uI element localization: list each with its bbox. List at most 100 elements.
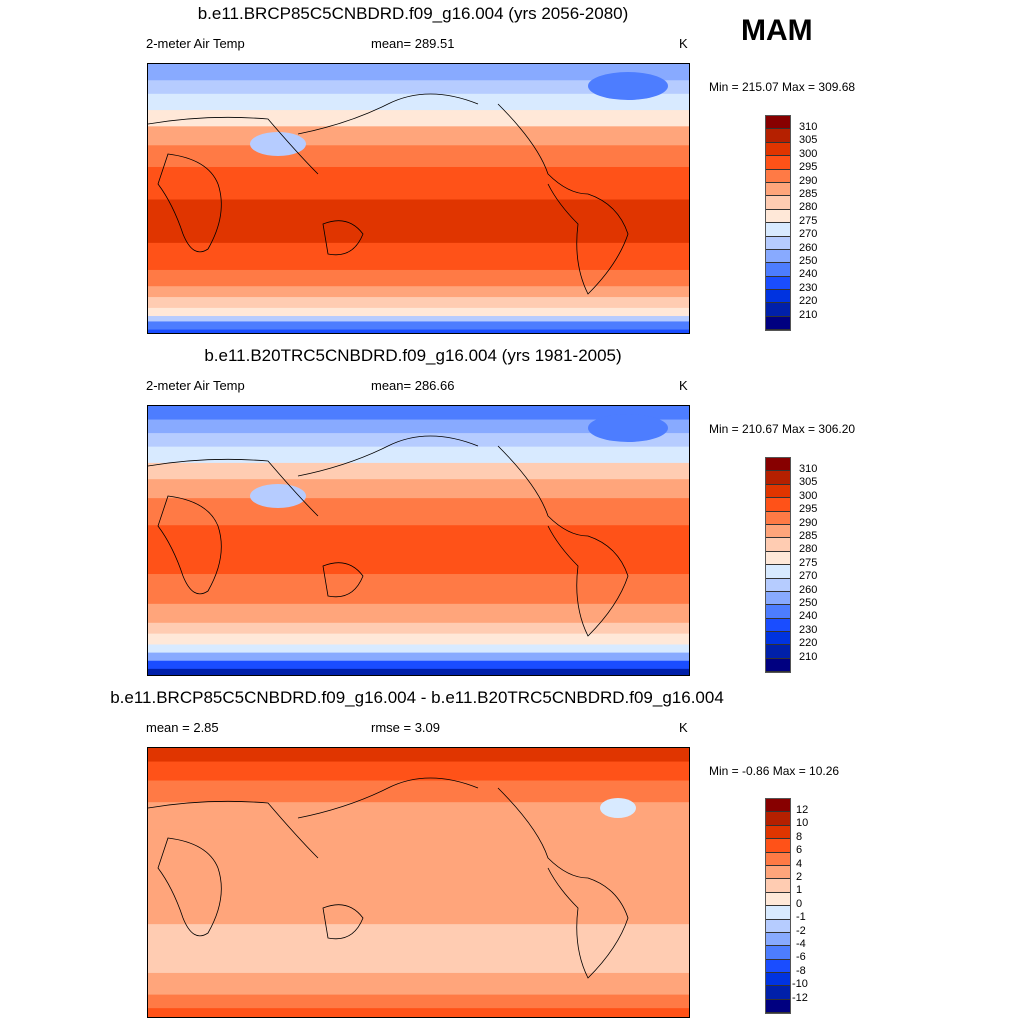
- colorbar: [765, 457, 791, 674]
- colorbar-swatch: [766, 986, 790, 1000]
- contour-band: [148, 652, 689, 662]
- colorbar-swatch: [766, 524, 790, 539]
- panel-title: b.e11.B20TRC5CNBDRD.f09_g16.004 (yrs 198…: [204, 346, 622, 365]
- contour-band: [148, 145, 689, 168]
- colorbar-tick-label: 290: [799, 516, 818, 529]
- colorbar-tick-label: 295: [799, 503, 818, 516]
- colorbar-swatch: [766, 999, 790, 1014]
- colorbar-swatch: [766, 156, 790, 170]
- colorbar-tick-label: 300: [799, 147, 818, 160]
- colorbar-tick-label: -12: [792, 991, 808, 1004]
- colorbar-swatch: [766, 223, 790, 237]
- colorbar-swatch: [766, 812, 790, 826]
- colorbar-swatch: [766, 932, 790, 947]
- tibet-plateau: [250, 132, 306, 156]
- colorbar-tick-label: 295: [799, 161, 818, 174]
- min-max-label: Min = 215.07 Max = 309.68: [709, 80, 856, 94]
- colorbar-tick-label: 230: [799, 623, 818, 636]
- colorbar-swatch: [766, 263, 790, 277]
- colorbar-swatch: [766, 852, 790, 866]
- colorbar-tick-label: 12: [796, 804, 809, 816]
- contour-map: [147, 747, 690, 1018]
- units-label: K: [679, 720, 688, 735]
- colorbar-swatch: [766, 249, 790, 264]
- coastlines: [148, 93, 629, 295]
- colorbar-swatch: [766, 129, 790, 143]
- colorbar-swatch: [766, 551, 790, 566]
- colorbar-tick-label: 0: [796, 897, 803, 910]
- contour-band: [148, 199, 689, 244]
- colorbar-tick-label: 300: [799, 489, 818, 502]
- colorbar-tick-label: 240: [799, 268, 818, 281]
- colorbar-tick-label: 8: [796, 830, 803, 843]
- contour-band: [148, 479, 689, 500]
- contour-band: [148, 406, 689, 421]
- colorbar-tick-label: 250: [799, 255, 818, 267]
- colorbar-tick-label: 275: [799, 556, 818, 569]
- contour-band: [148, 633, 689, 646]
- contour-band: [148, 321, 689, 331]
- contour-band: [148, 297, 689, 309]
- contour-band: [148, 603, 689, 624]
- colorbar-tick-label: -1: [796, 911, 806, 924]
- coastlines: [148, 435, 629, 637]
- colorbar-tick-label: 230: [799, 281, 818, 294]
- colorbar-swatch: [766, 290, 790, 304]
- contour-band: [148, 829, 689, 926]
- colorbar-swatch: [766, 182, 790, 197]
- contour-band: [148, 316, 689, 323]
- contour-band: [148, 622, 689, 635]
- colorbar-tick-label: 260: [799, 583, 818, 596]
- colorbar-tick-label: 1: [796, 884, 803, 897]
- units-label: K: [679, 36, 688, 51]
- colorbar-swatch: [766, 605, 790, 619]
- coastlines: [148, 777, 629, 979]
- colorbar: [765, 115, 791, 332]
- colorbar-swatch: [766, 959, 790, 974]
- colorbar-swatch: [766, 316, 790, 331]
- colorbar-swatch: [766, 799, 790, 813]
- panel-title: b.e11.BRCP85C5CNBDRD.f09_g16.004 (yrs 20…: [197, 4, 629, 23]
- variable-label: 2-meter Air Temp: [146, 36, 245, 51]
- contour-band: [148, 307, 689, 318]
- contour-map: [147, 405, 690, 676]
- contour-band: [148, 64, 689, 82]
- colorbar-swatch: [766, 591, 790, 606]
- colorbar-tick-label: 10: [796, 817, 809, 830]
- colorbar-swatch: [766, 484, 790, 499]
- greenland: [588, 414, 668, 442]
- colorbar-swatch: [766, 578, 790, 592]
- colorbar-swatch: [766, 658, 790, 673]
- colorbar-swatch: [766, 906, 790, 920]
- colorbar-swatch: [766, 645, 790, 659]
- colorbar-tick-label: 240: [799, 610, 818, 623]
- colorbar-tick-label: 250: [799, 597, 818, 609]
- colorbar-swatch: [766, 919, 790, 933]
- mean-label: rmse = 3.09: [371, 720, 441, 735]
- colorbar-tick-label: 220: [799, 295, 818, 308]
- colorbar-tick-label: -10: [792, 978, 808, 991]
- contour-map: [147, 63, 690, 334]
- colorbar-tick-label: 270: [799, 570, 818, 583]
- colorbar-tick-label: 285: [799, 188, 818, 200]
- contour-band: [148, 761, 689, 782]
- colorbar-tick-label: 310: [799, 463, 818, 475]
- colorbar: [765, 798, 791, 1015]
- colorbar-swatch: [766, 511, 790, 525]
- colorbar-tick-label: 210: [799, 308, 818, 321]
- min-max-label: Min = 210.67 Max = 306.20: [709, 422, 856, 436]
- colorbar-tick-label: -4: [796, 938, 806, 950]
- colorbar-swatch: [766, 236, 790, 250]
- colorbar-swatch: [766, 538, 790, 552]
- contour-band: [148, 660, 689, 670]
- panel-title: b.e11.BRCP85C5CNBDRD.f09_g16.004 - b.e11…: [110, 688, 724, 707]
- colorbar-swatch: [766, 632, 790, 646]
- colorbar-swatch: [766, 839, 790, 853]
- contour-band: [148, 286, 689, 299]
- colorbar-swatch: [766, 618, 790, 633]
- colorbar-tick-label: 6: [796, 844, 803, 857]
- colorbar-tick-label: -6: [796, 951, 806, 964]
- colorbar-tick-label: 285: [799, 530, 818, 542]
- colorbar-swatch: [766, 498, 790, 512]
